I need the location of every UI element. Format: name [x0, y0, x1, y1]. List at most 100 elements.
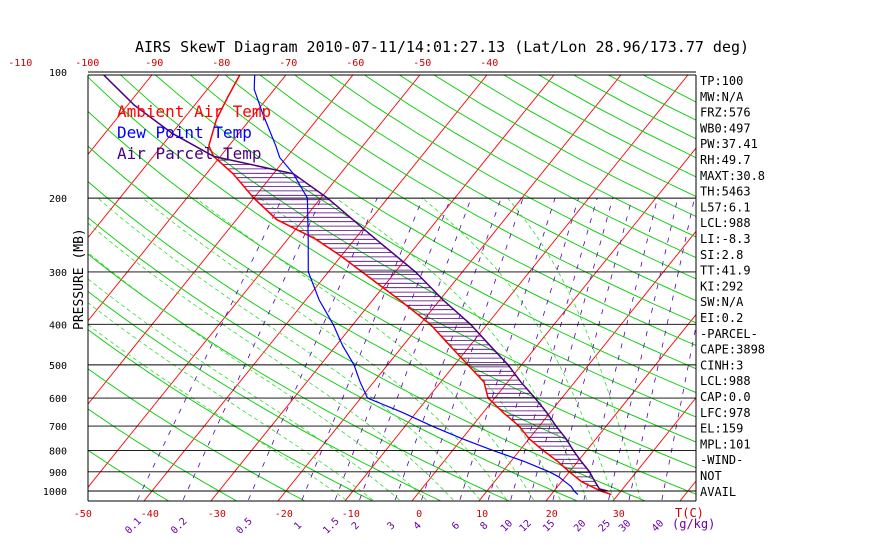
index-label: -PARCEL-: [700, 327, 758, 341]
mixing-ratio-line: [628, 198, 695, 500]
mixing-ratio-label: 1: [292, 520, 304, 532]
legend-ambient: Ambient Air Temp: [117, 102, 271, 121]
x-axis-label-temp: T(C): [675, 506, 704, 520]
index-label: EI:0.2: [700, 311, 743, 325]
mixing-ratio-label: 40: [650, 518, 666, 534]
index-label: AVAIL: [700, 485, 736, 499]
pressure-tick-label: 600: [49, 394, 67, 405]
ambient-temp-line: [208, 75, 612, 496]
moist-adiabat-line: [142, 197, 508, 501]
index-label: FRZ:576: [700, 106, 751, 120]
mixing-ratio-line: [583, 198, 658, 500]
mixing-ratio-line: [608, 198, 679, 500]
dry-adiabat-line: [363, 75, 696, 259]
pressure-tick-label: 500: [49, 361, 67, 372]
top-temp-tick-label: -100: [75, 58, 99, 69]
isotherm-line: [0, 72, 20, 502]
moist-adiabat-line: [88, 222, 454, 501]
mixing-ratio-label: 20: [572, 518, 588, 534]
mixing-ratio-line: [182, 197, 322, 501]
legend-dewpoint: Dew Point Temp: [117, 123, 252, 142]
mixing-ratio-label: 15: [541, 518, 557, 534]
bottom-temp-tick-label: 20: [546, 509, 558, 520]
mixing-ratio-label: 0.2: [169, 516, 190, 537]
moist-adiabat-line: [88, 302, 373, 501]
isotherm-line: [277, 75, 622, 501]
dry-adiabat-line: [154, 75, 696, 394]
index-label: SI:2.8: [700, 248, 743, 262]
top-temp-tick-label: -80: [212, 58, 230, 69]
bottom-temp-tick-label: -30: [208, 509, 226, 520]
pressure-tick-label: 900: [49, 468, 67, 479]
dry-adiabat-line: [294, 75, 696, 302]
pressure-tick-label: 200: [49, 194, 67, 205]
dry-adiabat-line: [88, 76, 696, 443]
index-label: TH:5463: [700, 185, 751, 199]
mixing-ratio-line: [661, 324, 696, 500]
mixing-ratio-line: [552, 198, 633, 500]
moist-adiabat-line: [195, 197, 534, 501]
dry-adiabat-line: [398, 75, 696, 238]
mixing-ratio-label: 0.5: [234, 516, 255, 537]
isotherm-line: [88, 75, 354, 405]
isotherm-line: [612, 397, 696, 501]
pressure-tick-label: 1000: [43, 487, 67, 498]
mixing-ratio-line: [510, 198, 598, 500]
top-temp-tick-label: -90: [145, 58, 163, 69]
bottom-temp-tick-label: 0: [416, 509, 422, 520]
index-label: LCL:988: [700, 374, 751, 388]
dry-adiabat-line: [259, 75, 696, 324]
mixing-ratio-label: 4: [412, 520, 424, 532]
index-label: MPL:101: [700, 437, 751, 451]
top-temp-tick-label: -60: [346, 58, 364, 69]
index-label: CAP:0.0: [700, 390, 751, 404]
index-label: L57:6.1: [700, 200, 751, 214]
pressure-tick-label: 800: [49, 446, 67, 457]
mixing-ratio-label: 6: [450, 520, 462, 532]
top-temp-tick-label: -50: [413, 58, 431, 69]
dry-adiabat-line: [224, 75, 696, 346]
mixing-ratio-label: 25: [597, 518, 613, 534]
moist-adiabat-line: [97, 197, 481, 501]
index-label: PW:37.41: [700, 137, 758, 151]
bottom-temp-tick-label: 30: [613, 509, 625, 520]
mixing-ratio-line: [487, 198, 579, 500]
index-label: RH:49.7: [700, 153, 751, 167]
mixing-ratio-line: [394, 197, 502, 501]
moist-adiabat-line: [88, 324, 347, 501]
dry-adiabat-line: [88, 110, 696, 469]
pressure-tick-label: 300: [49, 268, 67, 279]
isotherm-line: [746, 72, 870, 502]
mixing-ratio-label: 3: [385, 520, 397, 532]
dewpoint-temp-line: [253, 75, 579, 496]
isotherm-line: [545, 313, 696, 501]
index-label: TT:41.9: [700, 264, 751, 278]
mixing-ratio-line: [137, 197, 283, 501]
moist-adiabat-line: [335, 197, 588, 501]
moist-adiabat-line: [422, 197, 615, 501]
pressure-tick-label: 100: [49, 68, 67, 79]
chart-title: AIRS SkewT Diagram 2010-07-11/14:01:27.1…: [135, 38, 749, 56]
pressure-tick-label: 400: [49, 320, 67, 331]
index-label: MW:N/A: [700, 90, 744, 104]
bottom-temp-tick-label: -50: [74, 509, 92, 520]
index-label: CINH:3: [700, 358, 743, 372]
index-label: LCL:988: [700, 216, 751, 230]
index-label: TP:100: [700, 74, 743, 88]
mixing-ratio-label: 2: [350, 520, 362, 532]
bottom-temp-tick-label: 10: [476, 509, 488, 520]
isotherm-line: [88, 75, 220, 239]
isotherm-line: [478, 230, 696, 501]
isotherm-line: [210, 75, 555, 501]
top-temp-tick-label: -40: [480, 58, 498, 69]
mixing-ratio-label: 12: [518, 518, 534, 534]
top-temp-tick-label: -70: [279, 58, 297, 69]
legend: Ambient Air Temp Dew Point Temp Air Parc…: [117, 102, 271, 163]
isotherm-line: [88, 75, 153, 156]
moist-adiabat-line: [88, 252, 427, 501]
index-label: -WIND-: [700, 453, 743, 467]
mixing-ratio-line: [529, 198, 614, 500]
bottom-temp-tick-label: -20: [275, 509, 293, 520]
